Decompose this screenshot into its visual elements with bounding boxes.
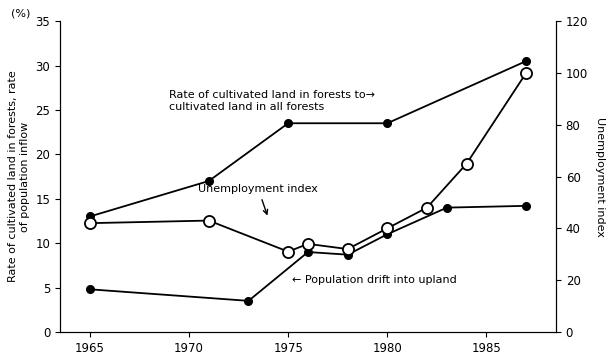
Y-axis label: Unemployment index: Unemployment index <box>595 117 604 236</box>
Y-axis label: Rate of cultivated land in forests, rate
of population inflow: Rate of cultivated land in forests, rate… <box>9 71 30 282</box>
Text: ← Population drift into upland: ← Population drift into upland <box>292 276 457 285</box>
Text: Unemployment index: Unemployment index <box>199 184 318 214</box>
Text: Rate of cultivated land in forests to→
cultivated land in all forests: Rate of cultivated land in forests to→ c… <box>169 90 375 112</box>
Text: (%): (%) <box>10 8 30 18</box>
